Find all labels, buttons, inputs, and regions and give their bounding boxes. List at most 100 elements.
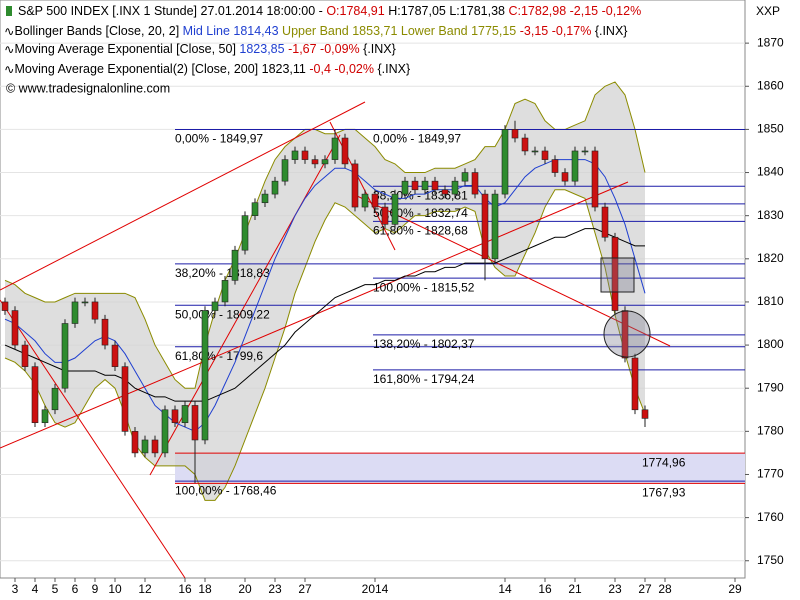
y-tick-label: 1860 [757, 78, 784, 92]
header-text: O:1784,91 [326, 4, 384, 18]
symbol-label: XXP [756, 4, 780, 18]
x-tick-label: 3 [12, 582, 19, 596]
header-text: -0,4 -0,02% [309, 62, 374, 76]
header-line: ∿Bollinger Bands [Close, 20, 2] Mid Line… [4, 24, 627, 38]
band-lower [4, 189, 646, 501]
header-text: {.INX} [363, 42, 396, 56]
fib-label: 38,20% - 1818,83 [175, 266, 270, 280]
x-tick-label: 21 [568, 582, 582, 596]
candle-body [141, 439, 149, 454]
candle-body [261, 193, 269, 204]
trend-line [0, 299, 186, 579]
fib-label: 138,20% - 1802,37 [373, 337, 475, 351]
moving-average [4, 159, 646, 432]
candle-body [61, 323, 69, 389]
candle-body [11, 310, 19, 346]
candle-body [391, 193, 399, 225]
header-text: 1823,85 [239, 42, 284, 56]
y-tick-label: 1870 [757, 35, 784, 49]
candle-body [271, 180, 279, 195]
moving-average [4, 228, 645, 402]
candle-body [101, 318, 109, 346]
y-tick-label: 1780 [757, 424, 784, 438]
header-text: S&P 500 INDEX [.INX 1 Stunde] 27.01.2014… [18, 4, 323, 18]
candle-body [241, 215, 249, 251]
underlay [0, 42, 745, 562]
y-tick-label: 1760 [757, 510, 784, 524]
candle-body [71, 301, 79, 324]
copyright: © www.tradesignalonline.com [6, 81, 170, 95]
candle-body [461, 172, 469, 182]
candle-body [31, 366, 39, 424]
candle-body [421, 180, 429, 191]
candle-body [501, 129, 509, 195]
candle-body [21, 344, 29, 367]
candle-body [621, 310, 629, 359]
candle-body [161, 409, 169, 454]
candle-body [351, 163, 359, 208]
x-tick-label: 6 [72, 582, 79, 596]
y-tick-label: 1820 [757, 251, 784, 265]
header-line: ∿Moving Average Exponential(2) [Close, 2… [4, 62, 410, 76]
candle-body [201, 310, 209, 441]
candle-body [521, 137, 529, 152]
trend-lines [0, 101, 671, 579]
x-tick-label: 28 [658, 582, 672, 596]
x-tick-label: 5 [52, 582, 59, 596]
x-tick-label: 4 [32, 582, 39, 596]
candle-body [41, 409, 49, 424]
header-line: S&P 500 INDEX [.INX 1 Stunde] 27.01.2014… [18, 4, 641, 18]
trend-line [354, 194, 671, 347]
header-text: {.INX} [595, 24, 628, 38]
candle-body [221, 280, 229, 303]
header-text: Moving Average Exponential(2) [Close, 20… [14, 62, 305, 76]
header-text: C:1782,98 -2,15 -0,12% [508, 4, 641, 18]
candle-body [641, 409, 649, 419]
x-tick-label: 9 [92, 582, 99, 596]
y-tick-label: 1810 [757, 294, 784, 308]
candle-body [361, 193, 369, 208]
candle-body [321, 159, 329, 165]
candle-body [301, 150, 309, 160]
x-tick-label: 16 [178, 582, 192, 596]
candle-body [511, 129, 519, 139]
candle-body [291, 150, 299, 160]
legend: S&P 500 INDEX [.INX 1 Stunde] 27.01.2014… [4, 4, 641, 95]
candle-body [531, 150, 539, 153]
y-tick-label: 1790 [757, 380, 784, 394]
y-tick-label: 1750 [757, 553, 784, 567]
candle-body [341, 137, 349, 165]
target-label: 1767,93 [642, 486, 686, 500]
candle-body [121, 366, 129, 432]
header-text: Moving Average Exponential [Close, 50] [14, 42, 235, 56]
trend-line [0, 181, 629, 449]
candle-body [581, 150, 589, 153]
fib-label: 100,00% - 1815,52 [373, 280, 475, 294]
candle-body [171, 409, 179, 424]
fib-label: 61,80% - 1799,6 [175, 349, 263, 363]
trend-line [329, 121, 396, 251]
y-tick-label: 1840 [757, 165, 784, 179]
fib-label: 61,80% - 1828,68 [373, 224, 468, 238]
header-text: {.INX} [377, 62, 410, 76]
y-tick-label: 1830 [757, 208, 784, 222]
fib-label: 100,00% - 1768,46 [175, 483, 277, 497]
header-text: -3,15 -0,17% [520, 24, 592, 38]
candle-body [631, 357, 639, 411]
target-label: 1774,96 [642, 455, 686, 469]
candle-body [541, 150, 549, 160]
candle-body [471, 172, 479, 195]
candle-body [151, 439, 159, 454]
candle-body [591, 150, 599, 208]
candle-body [281, 159, 289, 182]
candle-body [441, 189, 449, 195]
candle-body [131, 431, 139, 454]
candle-body [1, 301, 9, 311]
y-tick-label: 1850 [757, 122, 784, 136]
candle-body [611, 236, 619, 311]
candle-body [561, 172, 569, 182]
candle-body [411, 180, 419, 191]
candle-body [81, 301, 89, 304]
fib-label: 0,00% - 1849,97 [373, 132, 461, 146]
